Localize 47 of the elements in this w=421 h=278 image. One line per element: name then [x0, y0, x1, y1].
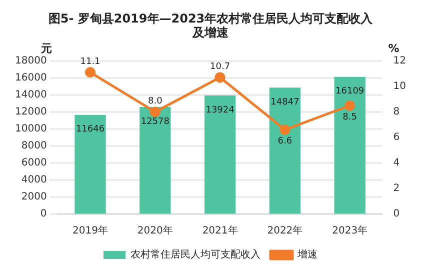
bar [74, 114, 106, 214]
y-tick-label: 4000 [21, 174, 47, 186]
legend-label: 增速 [296, 248, 318, 261]
point [344, 100, 356, 111]
y2-tick-label: 12 [393, 55, 406, 66]
y-tick-label: 18000 [15, 55, 47, 66]
y2-axis-title: % [388, 42, 400, 56]
y2-tick-label: 8 [393, 106, 400, 118]
x-tick-label: 2020年 [137, 224, 173, 237]
y-tick-label: 0 [40, 208, 47, 220]
data-label: 11646 [76, 124, 105, 135]
y-tick-label: 14000 [15, 89, 47, 100]
bar [204, 95, 236, 214]
y-tick-label: 12000 [15, 106, 47, 118]
y2-tick-label: 6 [393, 132, 400, 143]
y-axis-title: 元 [40, 42, 52, 56]
chart-title: 图5- 罗甸县2019年—2023年农村常住居民人均可支配收入及增速 [48, 11, 374, 40]
point [85, 67, 96, 78]
point [280, 124, 290, 135]
bar [140, 106, 171, 214]
y-tick-label: 10000 [15, 123, 47, 134]
y2-tick-label: 2 [393, 183, 400, 194]
data-label: 11.1 [80, 57, 100, 68]
data-label: 13924 [206, 105, 235, 116]
y-tick-label: 16000 [15, 72, 47, 84]
y2-tick-label: 0 [393, 208, 400, 220]
data-label: 14847 [270, 97, 300, 108]
point [214, 72, 226, 83]
y2-tick-label: 10 [393, 80, 406, 92]
x-tick-label: 2021年 [202, 224, 238, 237]
data-label: 8.0 [148, 96, 163, 107]
x-tick-label: 2022年 [267, 224, 303, 237]
y-tick-label: 8000 [21, 140, 47, 152]
legend-label: 农村常住居民人均可支配收入 [130, 248, 260, 261]
x-tick-label: 2023年 [332, 224, 368, 237]
bar [334, 76, 366, 214]
y2-tick-label: 4 [393, 158, 400, 169]
x-tick-label: 2019年 [72, 224, 108, 237]
data-label: 10.7 [210, 62, 230, 72]
data-label: 12578 [140, 116, 170, 127]
data-label: 8.5 [342, 112, 357, 122]
y-tick-label: 6000 [21, 158, 47, 169]
data-label: 16109 [336, 86, 364, 97]
data-label: 6.6 [278, 136, 292, 147]
y-tick-label: 2000 [21, 192, 47, 203]
bar [269, 88, 301, 214]
point [150, 106, 160, 118]
